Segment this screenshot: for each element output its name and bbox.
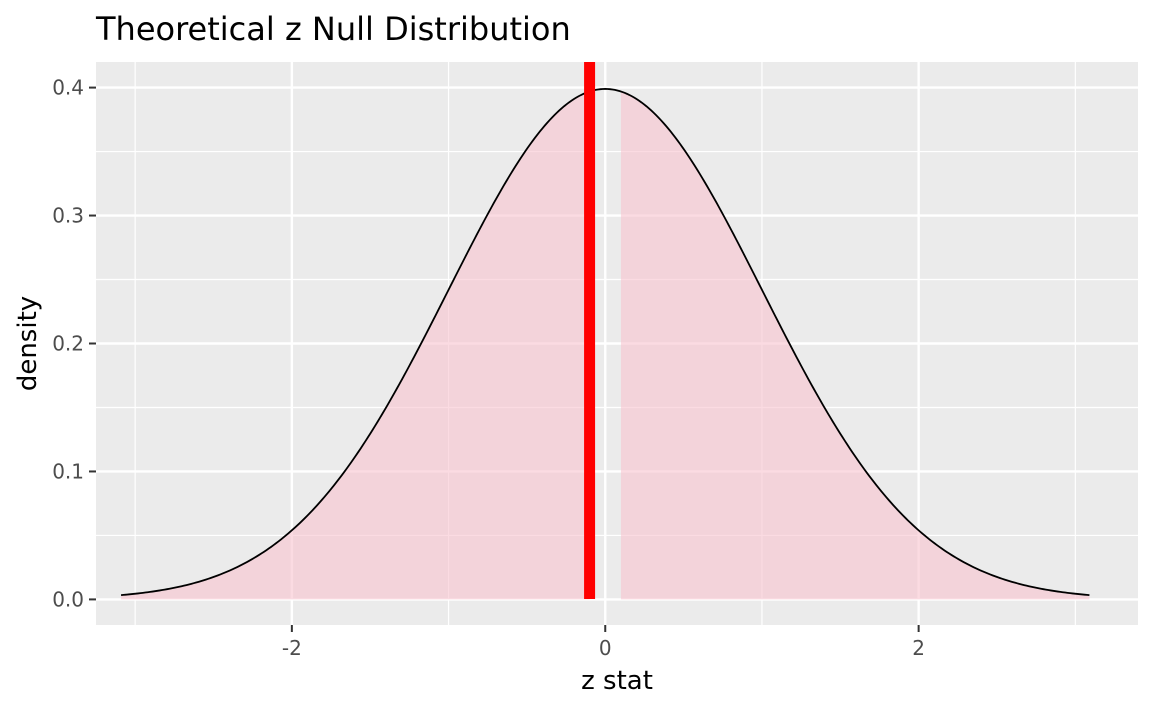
x-axis: -2 0 2: [282, 625, 925, 660]
y-axis-title: density: [13, 296, 43, 391]
shaded-region-2: [620, 91, 1090, 600]
x-axis-title: z stat: [581, 666, 653, 696]
y-tick-label: 0.0: [52, 587, 84, 611]
shaded-region-1: [121, 91, 590, 600]
shaded-regions: [121, 91, 1090, 600]
density-curve: [120, 88, 1090, 596]
chart-title: Theoretical z Null Distribution: [95, 10, 571, 48]
x-tick-label: 0: [599, 636, 612, 660]
y-tick-label: 0.3: [52, 204, 84, 228]
x-tick-label: 2: [912, 636, 925, 660]
y-tick-label: 0.4: [52, 76, 84, 100]
y-axis: 0.0 0.1 0.2 0.3 0.4: [52, 76, 96, 611]
y-tick-label: 0.2: [52, 332, 84, 356]
x-tick-label: -2: [282, 636, 302, 660]
y-tick-label: 0.1: [52, 459, 84, 483]
